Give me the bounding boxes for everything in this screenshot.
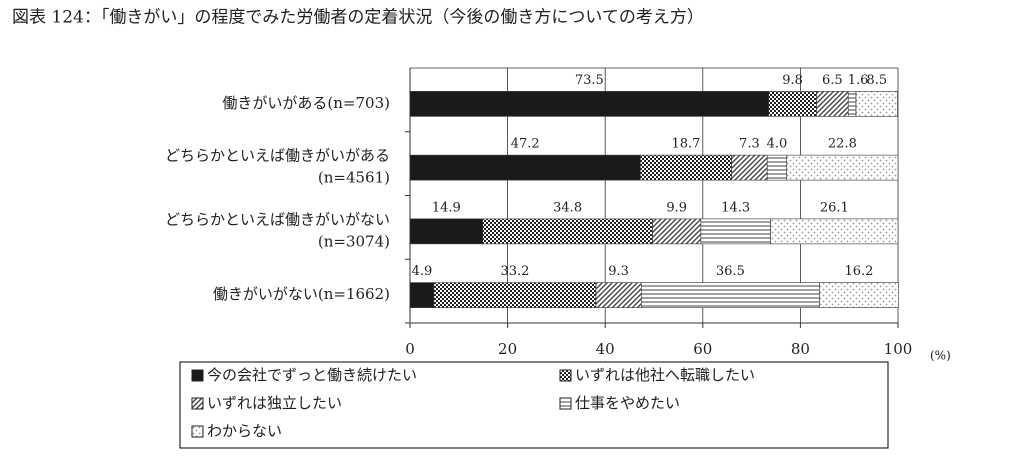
bar-segment <box>595 282 642 308</box>
legend-box <box>179 361 889 449</box>
value-label: 9.9 <box>666 200 687 215</box>
legend-label: 仕事をやめたい <box>575 394 680 412</box>
value-label: 14.3 <box>721 200 750 215</box>
x-tick-label: 80 <box>791 340 810 358</box>
value-label: 26.1 <box>820 200 849 215</box>
y-tick-label: どちらかといえば働きがいがない <box>165 210 390 228</box>
value-label: 22.8 <box>828 137 857 152</box>
bar-segment <box>652 218 702 245</box>
bar-segment <box>409 218 484 245</box>
x-tick-label: 100 <box>884 340 913 358</box>
legend-swatch <box>559 369 572 382</box>
value-label: 47.2 <box>511 137 540 152</box>
value-label: 9.8 <box>782 73 803 88</box>
value-label: 33.2 <box>500 264 529 279</box>
value-label: 14.9 <box>432 200 461 215</box>
y-tick-label: どちらかといえば働きがいがある <box>165 147 390 165</box>
bar-segment <box>482 218 653 245</box>
value-label: 9.3 <box>608 264 629 279</box>
x-tick-label: 20 <box>498 340 517 358</box>
bar-segment <box>816 91 849 117</box>
legend-swatch <box>191 425 204 438</box>
y-tick-label: (n=3074) <box>318 232 390 250</box>
bar-segment <box>819 282 899 308</box>
bar-segment <box>770 218 899 245</box>
value-label: 7.3 <box>739 137 760 152</box>
bar-segment <box>641 282 820 308</box>
bar-segment <box>409 282 435 308</box>
bar-segment <box>409 91 769 117</box>
x-tick-label: 0 <box>405 340 415 358</box>
y-tick-label: 働きがいがない(n=1662) <box>213 285 390 303</box>
value-label: 16.2 <box>844 264 873 279</box>
value-label: 18.7 <box>671 137 700 152</box>
bar-segment <box>640 154 732 181</box>
value-label: 36.5 <box>716 264 745 279</box>
value-label: 4.9 <box>412 264 433 279</box>
chart-title: 図表 124：「働きがい」の程度でみた労働者の定着状況（今後の働き方についての考… <box>12 8 704 28</box>
legend-swatch <box>191 369 204 382</box>
bar-segment <box>855 91 898 117</box>
bar-segment <box>433 282 597 308</box>
bar-segment <box>786 154 899 181</box>
bar-segment <box>768 91 817 117</box>
legend-label: わからない <box>207 422 282 440</box>
value-label: 8.5 <box>866 73 887 88</box>
legend-swatch <box>191 397 204 410</box>
bar-segment <box>731 154 768 181</box>
y-tick-label: (n=4561) <box>318 169 390 187</box>
bar-segment <box>700 218 771 245</box>
value-label: 34.8 <box>553 200 582 215</box>
bar-segment <box>766 154 788 181</box>
value-label: 73.5 <box>575 73 604 88</box>
legend-label: 今の会社でずっと働き続けたい <box>207 366 417 384</box>
value-label: 4.0 <box>767 137 788 152</box>
x-tick-label: 60 <box>693 340 712 358</box>
bar-segment <box>409 154 641 181</box>
x-tick-label: 40 <box>596 340 615 358</box>
x-unit: (%) <box>930 349 951 363</box>
y-tick-label: 働きがいがある(n=703) <box>222 94 390 112</box>
legend-label: いずれは他社へ転職したい <box>575 366 755 384</box>
legend-swatch <box>559 397 572 410</box>
legend-label: いずれは独立したい <box>207 394 342 412</box>
value-label: 1.6 <box>848 73 869 88</box>
value-label: 6.5 <box>822 73 843 88</box>
bar-segment <box>847 91 857 117</box>
